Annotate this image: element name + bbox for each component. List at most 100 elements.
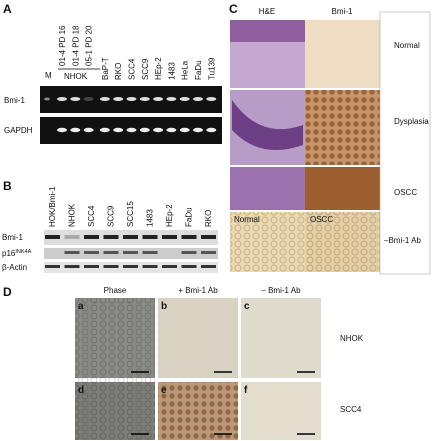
- neg-scc4: [241, 382, 321, 440]
- column-label: + Bmi-1 Ab: [178, 286, 218, 295]
- lane-label: 1483: [146, 209, 155, 227]
- row-label: Dysplasia: [394, 117, 429, 126]
- column-label: Phase: [104, 286, 127, 295]
- lane-label: FaDu: [185, 207, 194, 227]
- band: [123, 235, 138, 239]
- band: [64, 251, 80, 254]
- lane-label: NHOK: [68, 203, 77, 227]
- marker-label: M: [45, 71, 52, 80]
- lane-label: BaP-T: [101, 57, 110, 80]
- band: [193, 97, 203, 101]
- row-label: –Bmi-1 Ab: [384, 236, 421, 245]
- band: [201, 251, 216, 254]
- band: [142, 235, 158, 239]
- ihc-normal: [305, 20, 380, 88]
- row-label: Bmi-1: [2, 233, 23, 242]
- image-label: OSCC: [310, 215, 333, 224]
- panel-label: A: [3, 2, 12, 16]
- band: [142, 265, 158, 268]
- band: [193, 127, 203, 133]
- band: [179, 127, 190, 133]
- band: [84, 265, 99, 268]
- band: [123, 251, 138, 254]
- lane-label: HEp-2: [165, 204, 174, 227]
- pos-nhok: [158, 298, 238, 378]
- band: [99, 127, 110, 133]
- label-frame: [379, 11, 431, 275]
- band: [45, 265, 60, 268]
- panel-label: D: [3, 285, 12, 299]
- column-label: Bmi-1: [332, 7, 353, 16]
- row-label: Normal: [394, 41, 420, 50]
- band: [84, 251, 99, 254]
- he-epithelium: [230, 20, 305, 42]
- ctrl-texture: [230, 212, 380, 272]
- band: [153, 97, 164, 101]
- band: [166, 97, 177, 101]
- lane-label: SCC9: [107, 205, 116, 227]
- cell-label: f: [244, 385, 248, 396]
- band: [201, 235, 216, 239]
- row-label: NHOK: [340, 334, 364, 343]
- row-label: GAPDH: [4, 126, 33, 135]
- band: [64, 235, 80, 239]
- cell-label: c: [244, 301, 250, 312]
- band: [57, 127, 67, 133]
- band: [103, 251, 119, 254]
- pos-texture: [158, 382, 238, 440]
- cell-label: d: [78, 385, 84, 396]
- band: [166, 127, 177, 133]
- band: [123, 265, 138, 268]
- group-label: NHOK: [64, 72, 88, 81]
- band: [162, 235, 177, 239]
- band: [70, 127, 81, 133]
- band: [206, 127, 217, 133]
- lane-label: RKO: [114, 63, 123, 80]
- lane-label: HeLa: [181, 60, 190, 80]
- lane-label: 05-1 PD 20: [85, 25, 94, 66]
- band: [139, 97, 150, 101]
- lane-label: SCC15: [126, 201, 135, 227]
- row-label: p16INK4A: [2, 249, 32, 258]
- band: [84, 235, 99, 239]
- he-tissue: [232, 100, 303, 150]
- cell-label: a: [78, 301, 84, 312]
- ihc-texture: [305, 90, 380, 165]
- lane-label: RKO: [204, 210, 213, 227]
- band: [57, 97, 67, 101]
- lane-label: 1483: [167, 62, 176, 80]
- band: [181, 235, 197, 239]
- lane-label: 01-4 PD 16: [58, 25, 67, 66]
- panel-label: C: [229, 2, 238, 16]
- band: [103, 235, 119, 239]
- image-label: Normal: [234, 215, 260, 224]
- band: [126, 97, 137, 101]
- band: [206, 97, 217, 101]
- row-label: β-Actin: [2, 263, 27, 272]
- lane-label: Tu139: [207, 57, 216, 80]
- panel-label: B: [3, 179, 12, 193]
- band: [179, 97, 190, 101]
- lane-label: FaDu: [194, 60, 203, 80]
- band: [126, 127, 137, 133]
- row-label: OSCC: [394, 188, 417, 197]
- phase-texture: [75, 298, 155, 440]
- row-label: Bmi-1: [4, 96, 25, 105]
- lane-label: HEp-2: [154, 57, 163, 80]
- band: [113, 127, 124, 133]
- band: [44, 97, 50, 101]
- band: [83, 97, 94, 101]
- column-label: – Bmi-1 Ab: [261, 286, 301, 295]
- band: [201, 265, 216, 268]
- band: [64, 265, 80, 268]
- band: [181, 265, 197, 268]
- band: [181, 251, 197, 254]
- band: [153, 127, 164, 133]
- band: [162, 265, 177, 268]
- band: [70, 97, 81, 101]
- lane-label: SCC9: [141, 58, 150, 80]
- lane-label: 01-4 PD 18: [71, 25, 80, 66]
- lane-label: SCC4: [87, 205, 96, 227]
- band: [142, 251, 158, 254]
